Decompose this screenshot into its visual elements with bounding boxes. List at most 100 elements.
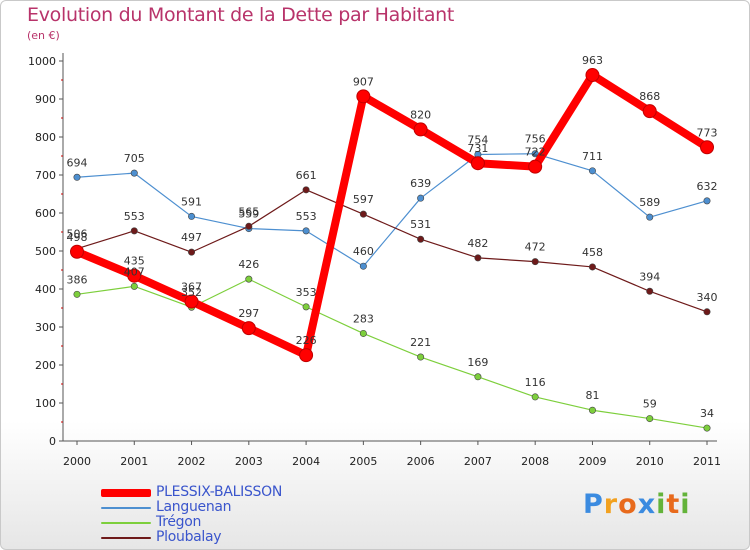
legend-swatch (101, 522, 151, 524)
logo-letter: r (603, 489, 619, 520)
data-point (73, 290, 81, 298)
logo-letter: i (656, 489, 667, 520)
x-tick-label: 2009 (578, 455, 606, 468)
y-tick-label: 500 (35, 245, 56, 258)
data-labels: 694 705 591 559 553 460 639 754 756 711 589 632 386 4… (67, 54, 718, 420)
data-point (642, 104, 657, 119)
data-point (417, 353, 425, 361)
data-label: 81 (585, 389, 599, 402)
data-label: 340 (697, 291, 718, 304)
data-point (184, 294, 199, 309)
x-tick-label: 2001 (120, 455, 148, 468)
data-label: 435 (124, 255, 145, 268)
axes: 0 100 200 300 400 500 600 700 800 900 1000 2000 2001… (28, 53, 721, 468)
chart-subtitle: (en €) (27, 29, 60, 42)
logo-letter: o (618, 489, 638, 520)
y-tick-label: 600 (35, 207, 56, 220)
data-label: 731 (467, 142, 488, 155)
data-point (413, 122, 428, 137)
logo-letter: P (583, 489, 604, 520)
y-tick-label: 0 (49, 435, 56, 448)
series-line (76, 189, 708, 313)
data-label: 407 (124, 265, 145, 278)
series-layer (70, 68, 714, 432)
data-label: 386 (67, 273, 88, 286)
data-label: 868 (639, 90, 660, 103)
data-label: 711 (582, 150, 603, 163)
data-point (130, 282, 138, 290)
data-point (470, 156, 485, 171)
data-label: 472 (525, 241, 546, 254)
legend-label: Ploubalay (156, 529, 222, 545)
y-tick-label: 800 (35, 131, 56, 144)
y-tick-label: 400 (35, 283, 56, 296)
data-label: 498 (67, 231, 88, 244)
x-tick-label: 2007 (464, 455, 492, 468)
data-point (700, 140, 714, 155)
data-label: 506 (67, 228, 88, 241)
data-label: 394 (639, 270, 660, 283)
data-label: 297 (238, 307, 259, 320)
data-label: 353 (296, 286, 317, 299)
data-label: 722 (525, 146, 546, 159)
data-point (703, 424, 711, 432)
data-label: 661 (296, 169, 317, 182)
chart-title: Evolution du Montant de la Dette par Hab… (27, 4, 455, 26)
legend-label: PLESSIX-BALISSON (156, 484, 283, 500)
data-label: 283 (353, 312, 374, 325)
data-label: 59 (643, 398, 657, 411)
data-label: 773 (697, 126, 718, 139)
data-label: 705 (124, 152, 145, 165)
data-label: 639 (410, 177, 431, 190)
data-label: 754 (467, 133, 488, 146)
series-line (76, 153, 708, 267)
data-label: 367 (181, 281, 202, 294)
data-label: 907 (353, 75, 374, 88)
legend-swatch (101, 507, 151, 509)
data-point (588, 263, 596, 271)
y-tick-label: 1000 (28, 55, 56, 68)
legend-label: Languenan (156, 499, 232, 515)
data-point (588, 167, 596, 175)
data-point (474, 254, 482, 262)
series-line (76, 278, 708, 429)
data-label: 458 (582, 246, 603, 259)
data-point (531, 258, 539, 266)
data-point (188, 212, 196, 220)
data-label: 591 (181, 195, 202, 208)
x-tick-label: 2004 (292, 455, 320, 468)
x-tick-label: 2011 (693, 455, 721, 468)
data-point (703, 197, 711, 205)
data-label: 963 (582, 54, 603, 67)
data-point (130, 227, 138, 235)
data-label: 820 (410, 108, 431, 121)
x-tick-label: 2002 (178, 455, 206, 468)
data-point (359, 329, 367, 337)
data-point (531, 150, 539, 158)
logo-letter: x (637, 489, 657, 520)
data-point (417, 235, 425, 243)
data-point (646, 213, 654, 221)
data-label: 169 (467, 356, 488, 369)
data-label: 352 (181, 286, 202, 299)
legend-label: Trégon (156, 514, 202, 530)
x-tick-label: 2010 (636, 455, 664, 468)
legend-swatch (101, 489, 151, 497)
legend-swatch (101, 537, 151, 539)
data-point (356, 89, 371, 104)
data-point (417, 194, 425, 202)
y-tick-label: 700 (35, 169, 56, 182)
data-point (245, 222, 253, 230)
data-point (646, 415, 654, 423)
data-point (703, 308, 711, 316)
data-point (299, 348, 314, 363)
data-label: 565 (238, 205, 259, 218)
data-label: 34 (700, 407, 714, 420)
data-label: 559 (238, 208, 259, 221)
data-point (474, 373, 482, 381)
data-label: 497 (181, 231, 202, 244)
data-point (70, 244, 84, 259)
data-point (359, 262, 367, 270)
data-point (188, 248, 196, 256)
